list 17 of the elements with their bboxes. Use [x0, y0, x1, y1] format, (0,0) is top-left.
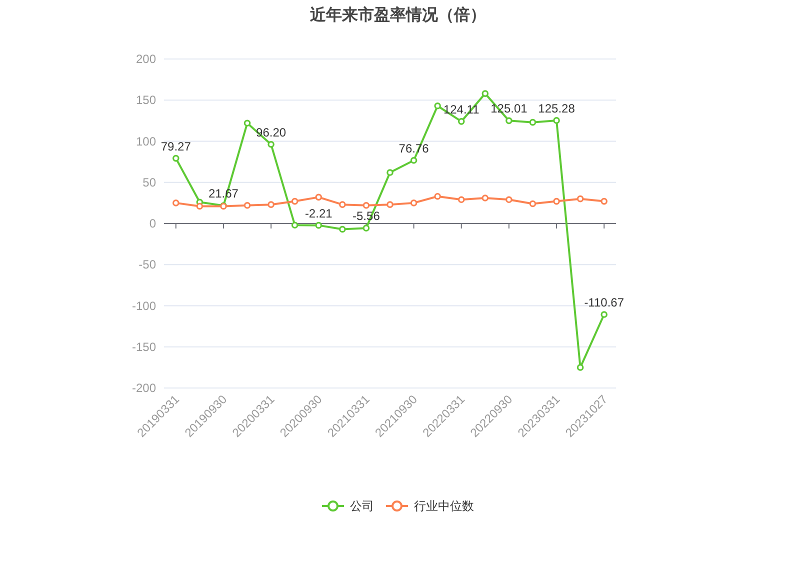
y-tick-label: -150: [132, 340, 156, 354]
y-tick-label: -200: [132, 381, 156, 395]
y-tick-label: 100: [136, 134, 156, 148]
data-label: 125.28: [538, 101, 576, 116]
chart-title: 近年来市盈率情况（倍）: [309, 5, 486, 24]
data-label: 79.27: [160, 139, 192, 154]
y-tick-label: -50: [138, 258, 156, 272]
legend-label: 公司: [350, 499, 374, 513]
y-tick-label: 200: [136, 52, 156, 66]
legend-label: 行业中位数: [414, 499, 474, 513]
data-label: -110.67: [584, 296, 624, 310]
data-label: -2.21: [304, 206, 333, 220]
y-tick-label: 150: [136, 93, 156, 108]
y-tick-label: 0: [149, 216, 156, 230]
y-tick-label: -100: [132, 298, 156, 313]
y-tick-label: 50: [142, 175, 156, 190]
data-label: 96.20: [256, 125, 286, 140]
